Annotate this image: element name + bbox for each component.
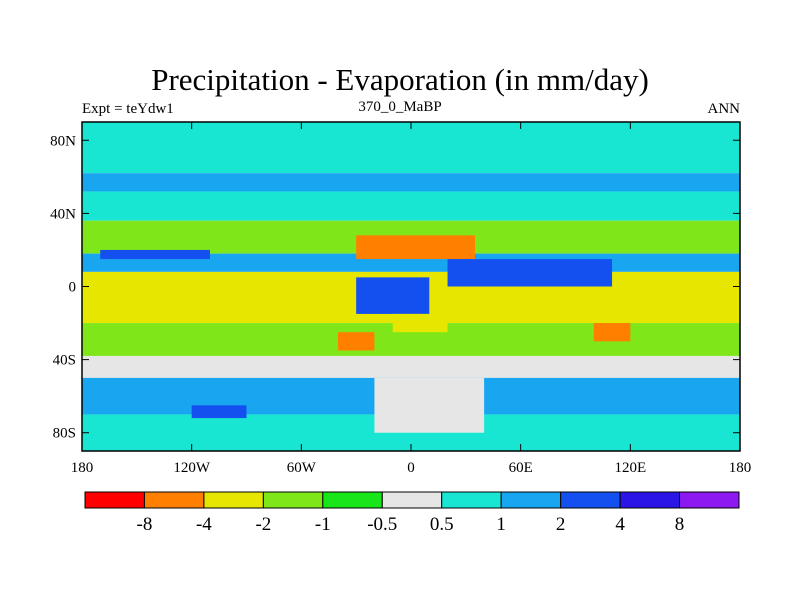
field-region-17 xyxy=(191,405,247,419)
field-region-16 xyxy=(337,332,375,351)
colorbar-box xyxy=(441,491,502,509)
y-tick-label: 0 xyxy=(69,280,77,296)
field-region-18 xyxy=(374,377,485,433)
field-region-11 xyxy=(447,259,613,287)
x-tick-label: 0 xyxy=(407,460,415,476)
x-axis: 180 120W 60W 0 60E 120E 180 xyxy=(71,122,752,476)
field-region-12 xyxy=(356,277,430,314)
y-tick-label: 80N xyxy=(50,133,76,149)
colorbar-box xyxy=(500,491,562,509)
x-tick-label: 60E xyxy=(509,460,533,476)
colorbar-box xyxy=(84,491,145,509)
colorbar-box xyxy=(679,491,740,509)
x-tick-label: 180 xyxy=(71,460,94,476)
experiment-label: Expt = teYdw1 xyxy=(82,101,174,117)
field-region-7 xyxy=(82,355,740,378)
y-tick-label: 40S xyxy=(53,353,76,369)
x-tick-label: 120W xyxy=(173,460,211,476)
colorbar-label: 2 xyxy=(556,514,566,535)
colorbar-label: -8 xyxy=(137,514,153,535)
colorbar-box xyxy=(143,491,205,509)
field-region-1 xyxy=(82,173,740,192)
field-region-15 xyxy=(593,323,631,342)
field-region-14 xyxy=(392,313,448,333)
colorbar-box xyxy=(262,491,324,509)
colorbar-box xyxy=(619,491,681,509)
colorbar-label: -4 xyxy=(196,514,212,535)
colorbar-label: 4 xyxy=(615,514,625,535)
colorbar-box xyxy=(381,491,443,509)
colorbar: -8 -4 -2 -1 -0.5 0.5 1 2 4 8 xyxy=(84,491,740,535)
time-label: 370_0_MaBP xyxy=(358,99,442,115)
colorbar-box xyxy=(560,491,621,509)
field-region-13 xyxy=(100,249,210,260)
x-tick-label: 60W xyxy=(287,460,317,476)
colorbar-box xyxy=(322,491,383,509)
field-region-0 xyxy=(82,122,740,174)
x-tick-label: 120E xyxy=(614,460,646,476)
field-region-2 xyxy=(82,191,740,221)
colorbar-label: 1 xyxy=(496,514,506,535)
colorbar-label: -1 xyxy=(315,514,331,535)
x-tick-label: 180 xyxy=(729,460,752,476)
season-label: ANN xyxy=(707,101,741,117)
colorbar-label: -2 xyxy=(255,514,271,535)
y-tick-label: 80S xyxy=(53,426,76,442)
colorbar-label: 8 xyxy=(675,514,685,535)
colorbar-box xyxy=(203,491,264,509)
chart-title: Precipitation - Evaporation (in mm/day) xyxy=(151,62,649,97)
y-axis: 80N 40N 0 40S 80S xyxy=(50,133,740,442)
field-region-10 xyxy=(356,235,475,260)
colorbar-label: -0.5 xyxy=(367,514,397,535)
colorbar-label: 0.5 xyxy=(430,514,454,535)
y-tick-label: 40N xyxy=(50,206,76,222)
map-fill xyxy=(82,122,740,451)
